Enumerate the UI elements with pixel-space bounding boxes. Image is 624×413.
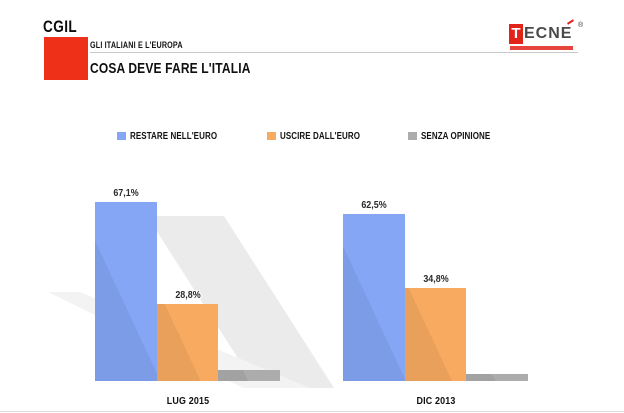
legend-swatch-blue — [117, 132, 126, 140]
chart-legend: RESTARE NELL'EURO USCIRE DALL'EURO SENZA… — [0, 129, 624, 145]
legend-item-senza-opinione: SENZA OPINIONE — [408, 129, 508, 143]
bar-value-label-restare-nell-euro-dic-2013: 62,5% — [361, 199, 387, 212]
bar-restare-nell-euro-dic-2013 — [343, 214, 405, 381]
legend-item-uscire-dall-euro: USCIRE DALL'EURO — [267, 129, 380, 143]
bar-restare-nell-euro-lug-2015 — [95, 201, 157, 381]
registered-trademark-icon: ® — [578, 22, 584, 29]
tecne-logo: T ECNE ® — [509, 19, 589, 52]
category-label-lug-2015: LUG 2015 — [166, 395, 209, 407]
legend-swatch-gray — [408, 132, 417, 140]
bar-uscire-dall-euro-dic-2013 — [404, 288, 467, 381]
bar-value-label-restare-nell-euro-lug-2015: 67,1% — [113, 186, 139, 199]
bar-value-label-uscire-dall-euro-dic-2013: 34,8% — [422, 273, 449, 286]
cgil-wordmark: CGIL — [43, 17, 78, 36]
tecne-logo-letters: ECNE — [524, 19, 575, 44]
tecne-tagline-bar — [510, 46, 573, 50]
watermark-band-main — [147, 216, 334, 388]
legend-label: RESTARE NELL'EURO — [130, 130, 218, 142]
category-label-dic-2013: DIC 2013 — [415, 395, 456, 407]
legend-swatch-orange — [267, 132, 276, 140]
slide-bottom-edge — [0, 411, 624, 412]
bar-chart-plot: 67,1% 28,8% LUG 2015 62,5% 34,8% DIC 2013 — [0, 114, 624, 407]
legend-item-restare-nell-euro: RESTARE NELL'EURO — [117, 129, 239, 143]
legend-label: SENZA OPINIONE — [421, 130, 491, 142]
bar-value-label-uscire-dall-euro-lug-2015: 28,8% — [174, 289, 201, 302]
tecne-logo-t-square: T — [509, 24, 523, 44]
header-divider-line — [90, 52, 578, 53]
program-label: GLI ITALIANI E L'EUROPA — [90, 40, 183, 50]
cgil-logo-red-square — [44, 37, 88, 80]
page-title: COSA DEVE FARE L'ITALIA — [90, 60, 251, 77]
legend-label: USCIRE DALL'EURO — [280, 130, 361, 142]
bar-senza-opinione-dic-2013 — [466, 373, 528, 381]
bar-uscire-dall-euro-lug-2015 — [156, 304, 219, 381]
bar-senza-opinione-lug-2015 — [218, 370, 280, 381]
